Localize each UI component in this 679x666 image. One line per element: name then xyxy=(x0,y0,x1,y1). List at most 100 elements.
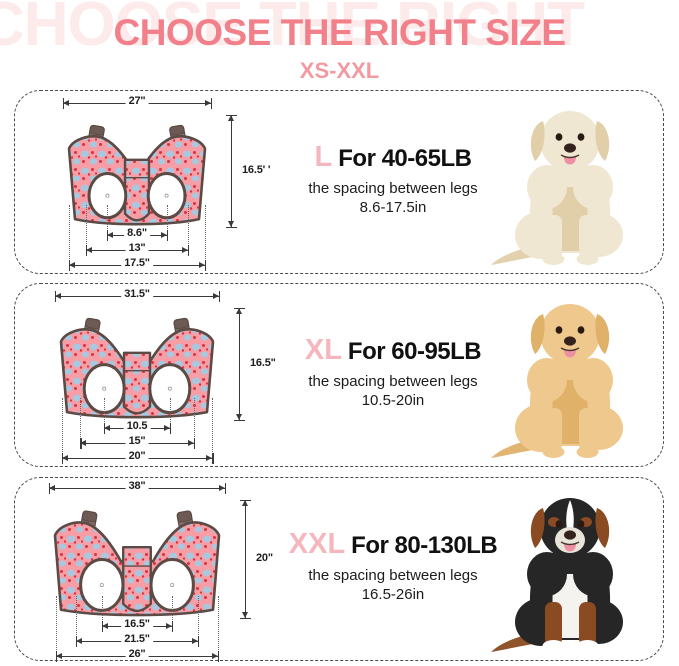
mid-leg-label: 15" xyxy=(125,435,149,447)
top-width-arrow-right xyxy=(213,292,219,299)
outer-leg-label: 17.5" xyxy=(121,257,153,269)
height-arrow-down xyxy=(236,414,242,420)
outer-leg-tick-right xyxy=(212,453,214,464)
inner-leg-guide-right xyxy=(172,596,174,626)
outer-leg-guide-left xyxy=(68,205,71,265)
size-tag: XL xyxy=(304,334,342,366)
mid-leg-guide-left xyxy=(76,596,78,641)
weight-range-label: For 60-95LB xyxy=(347,338,482,365)
mid-leg-guide-right xyxy=(188,205,190,250)
mid-leg-arrow-right xyxy=(182,246,189,253)
mid-leg-label: 13" xyxy=(125,242,149,254)
inner-leg-arrow-left xyxy=(104,424,111,431)
height-label: 16.5" xyxy=(247,357,279,369)
height-dimline xyxy=(245,500,247,618)
outer-leg-arrow-left xyxy=(56,652,63,659)
mid-leg-guide-right xyxy=(193,398,196,443)
harness-diagram-xxl: 38" 20" xyxy=(29,478,276,662)
leg-spacing-caption: the spacing between legs xyxy=(308,373,478,390)
mid-leg-arrow-right xyxy=(191,637,198,644)
outer-leg-tick-left xyxy=(61,453,63,464)
outer-leg-guide-right xyxy=(212,398,214,458)
top-width-tick-right xyxy=(219,291,221,302)
weight-range-label: For 80-130LB xyxy=(351,532,498,559)
height-arrow-up xyxy=(236,308,242,314)
inner-leg-tick-right xyxy=(166,230,168,241)
outer-leg-label: 20" xyxy=(125,450,149,462)
height-dimline xyxy=(239,308,241,420)
size-range-subtitle: XS-XXL xyxy=(299,58,380,83)
height-tick-bottom xyxy=(240,618,251,620)
outer-leg-guide-left xyxy=(56,596,58,656)
height-arrow-down xyxy=(242,612,248,618)
outer-leg-guide-left xyxy=(61,398,64,458)
mid-leg-guide-left xyxy=(80,398,82,443)
outer-leg-tick-right xyxy=(205,260,207,271)
height-tick-top xyxy=(234,308,245,310)
mid-leg-arrow-left xyxy=(80,439,87,446)
dog-photo-golden-retriever xyxy=(485,288,655,464)
inner-leg-tick-right xyxy=(172,621,174,632)
harness-illustration xyxy=(63,115,211,227)
mid-leg-tick-left xyxy=(85,245,88,256)
size-info-xl: XL For 60-95LB the spacing between legs … xyxy=(263,336,523,411)
mid-leg-tick-left xyxy=(76,636,78,647)
mid-leg-arrow-left xyxy=(85,246,92,253)
size-tag: L xyxy=(314,141,333,173)
leg-spacing-range: 10.5-20in xyxy=(361,391,425,409)
top-width-tick-left xyxy=(63,98,65,109)
harness-diagram-xl: 31.5" 16.5" xyxy=(29,284,279,468)
mid-leg-tick-right xyxy=(188,245,190,256)
top-width-tick-left xyxy=(49,483,51,494)
mid-leg-tick-right xyxy=(193,438,195,449)
size-tag: XXL xyxy=(288,528,346,560)
top-width-label: 27" xyxy=(125,95,149,107)
size-heading-row: XL For 60-95LB xyxy=(263,336,523,365)
mid-leg-guide-left xyxy=(85,205,88,250)
size-panel-xl: 31.5" 16.5" xyxy=(14,283,664,467)
top-width-arrow-left xyxy=(55,292,61,299)
outer-leg-guide-right xyxy=(217,596,220,656)
harness-diagram-l: 27" 16.5' ' xyxy=(29,91,274,275)
height-label: 20" xyxy=(253,552,276,564)
outer-leg-tick-right xyxy=(217,651,220,662)
inner-leg-tick-left xyxy=(107,230,109,241)
harness-illustration xyxy=(55,308,219,420)
leg-spacing-range: 8.6-17.5in xyxy=(359,198,427,216)
top-width-arrow-right xyxy=(205,99,211,106)
mid-leg-tick-left xyxy=(80,438,82,449)
harness-illustration xyxy=(49,500,225,618)
outer-leg-arrow-right xyxy=(199,261,206,268)
inner-leg-label: 8.6" xyxy=(124,227,150,239)
inner-leg-tick-left xyxy=(104,423,106,434)
page-header: CHOOSE THE RIGHT CHOOSE THE RIGHT SIZE X… xyxy=(0,0,679,92)
mid-leg-arrow-left xyxy=(76,637,83,644)
top-width-label: 31.5" xyxy=(121,288,153,300)
mid-leg-label: 21.5" xyxy=(121,633,153,645)
size-info-l: L For 40-65LB the spacing between legs 8… xyxy=(263,143,523,218)
top-width-tick-right xyxy=(211,98,213,109)
top-width-arrow-left xyxy=(49,484,55,491)
height-dimline xyxy=(231,115,233,227)
height-arrow-up xyxy=(242,500,248,506)
outer-leg-tick-left xyxy=(56,651,58,662)
page-title: CHOOSE THE RIGHT SIZE xyxy=(113,12,566,53)
inner-leg-guide-left xyxy=(101,596,104,626)
inner-leg-label: 16.5" xyxy=(121,618,153,630)
inner-leg-arrow-right xyxy=(160,231,167,238)
mid-leg-arrow-right xyxy=(187,439,194,446)
inner-leg-guide-right xyxy=(166,205,169,235)
inner-leg-arrow-left xyxy=(101,622,108,629)
height-arrow-up xyxy=(228,115,234,121)
height-tick-top xyxy=(240,500,251,502)
outer-leg-arrow-left xyxy=(68,261,75,268)
title-watermark: CHOOSE THE RIGHT xyxy=(0,0,585,59)
height-arrow-down xyxy=(228,221,234,227)
inner-leg-label: 10.5 xyxy=(123,420,151,432)
size-panel-l: 27" 16.5' ' xyxy=(14,90,664,274)
height-tick-bottom xyxy=(226,227,237,229)
inner-leg-tick-left xyxy=(101,621,103,632)
mid-leg-tick-right xyxy=(197,636,199,647)
height-label: 16.5' ' xyxy=(239,164,274,176)
height-tick-bottom xyxy=(234,420,245,422)
